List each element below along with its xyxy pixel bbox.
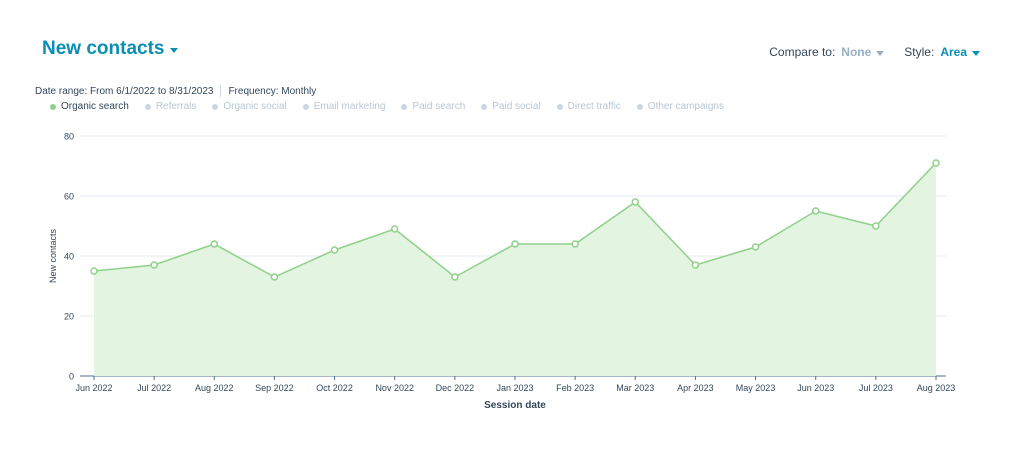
data-point <box>751 243 760 251</box>
legend-dot-icon <box>556 103 563 110</box>
x-tick-label: Nov 2022 <box>375 383 414 393</box>
legend-dot-icon <box>401 103 408 110</box>
legend-label: Direct traffic <box>567 101 621 112</box>
report-info: Date range: From 6/1/2022 to 8/31/2023 F… <box>35 85 316 97</box>
y-tick-label: 60 <box>64 192 74 202</box>
legend-dot-icon <box>50 103 56 110</box>
data-point <box>210 240 219 248</box>
legend-dot-icon <box>481 103 488 110</box>
x-tick-label: Apr 2023 <box>677 383 714 393</box>
divider <box>220 85 222 97</box>
legend-dot-icon <box>212 103 219 110</box>
data-point <box>511 240 519 248</box>
y-tick-label: 0 <box>69 372 74 382</box>
data-point <box>691 261 700 269</box>
style-label: Style: <box>904 45 935 59</box>
style-dropdown[interactable]: Area <box>940 45 980 59</box>
chart-controls: Compare to: None Style: Area <box>769 45 980 59</box>
legend-item[interactable]: Paid social <box>481 101 541 112</box>
data-point <box>451 273 459 281</box>
x-tick-label: Dec 2022 <box>436 383 475 393</box>
y-axis-label: New contacts <box>48 228 58 283</box>
compare-dropdown[interactable]: None <box>841 45 885 59</box>
x-axis-label: Session date <box>484 400 546 411</box>
x-tick-label: Jan 2023 <box>496 383 533 393</box>
caret-down-icon <box>876 50 885 56</box>
compare-label: Compare to: <box>769 45 836 59</box>
legend-label: Email marketing <box>313 101 386 112</box>
x-tick-label: Feb 2023 <box>556 383 594 393</box>
y-tick-label: 80 <box>64 132 74 142</box>
legend-item[interactable]: Organic search <box>50 101 129 112</box>
legend-item[interactable]: Other campaigns <box>636 101 724 112</box>
x-tick-label: Aug 2022 <box>195 383 234 393</box>
data-point <box>872 222 880 230</box>
legend-dot-icon <box>636 103 643 110</box>
frequency: Frequency: Monthly <box>228 85 317 97</box>
caret-down-icon <box>972 50 980 56</box>
data-point <box>330 246 339 254</box>
style-value: Area <box>940 45 967 59</box>
legend-item[interactable]: Referrals <box>144 101 197 112</box>
x-tick-label: Sep 2022 <box>255 383 294 393</box>
legend-dot-icon <box>144 103 151 110</box>
data-point <box>90 267 98 275</box>
data-point <box>571 240 579 248</box>
x-tick-label: Jul 2022 <box>137 383 171 393</box>
x-tick-label: Jun 2023 <box>797 383 834 393</box>
legend-item[interactable]: Organic social <box>212 101 287 112</box>
data-point <box>631 198 640 206</box>
x-tick-label: Oct 2022 <box>316 383 353 393</box>
caret-down-icon <box>170 47 179 53</box>
legend-label: Organic social <box>223 101 287 112</box>
data-point <box>150 261 158 269</box>
x-tick-label: Aug 2023 <box>917 383 956 393</box>
report-title: New contacts <box>42 38 165 59</box>
legend-label: Referrals <box>155 101 197 112</box>
x-tick-label: Jun 2022 <box>75 383 112 393</box>
legend-label: Paid search <box>412 101 466 112</box>
legend-label: Organic search <box>61 101 129 112</box>
y-tick-label: 20 <box>64 312 74 322</box>
series-area <box>94 163 936 376</box>
compare-value: None <box>841 45 872 59</box>
report-title-dropdown[interactable]: New contacts <box>42 38 179 60</box>
legend-label: Paid social <box>492 101 541 112</box>
legend-item[interactable]: Paid search <box>401 101 465 112</box>
legend-dot-icon <box>302 103 309 110</box>
x-tick-label: Mar 2023 <box>616 383 654 393</box>
x-tick-label: Jul 2023 <box>859 383 893 393</box>
y-tick-label: 40 <box>64 252 74 262</box>
date-range: Date range: From 6/1/2022 to 8/31/2023 <box>35 85 214 97</box>
data-point <box>390 225 399 233</box>
legend-item[interactable]: Direct traffic <box>556 101 621 112</box>
legend-item[interactable]: Email marketing <box>302 101 386 112</box>
data-point <box>811 207 820 215</box>
data-point <box>932 159 940 167</box>
chart-legend: Organic search Referrals Organic social Ema… <box>50 101 724 112</box>
data-point <box>270 273 279 281</box>
legend-label: Other campaigns <box>647 101 724 112</box>
x-tick-label: May 2023 <box>736 383 776 393</box>
